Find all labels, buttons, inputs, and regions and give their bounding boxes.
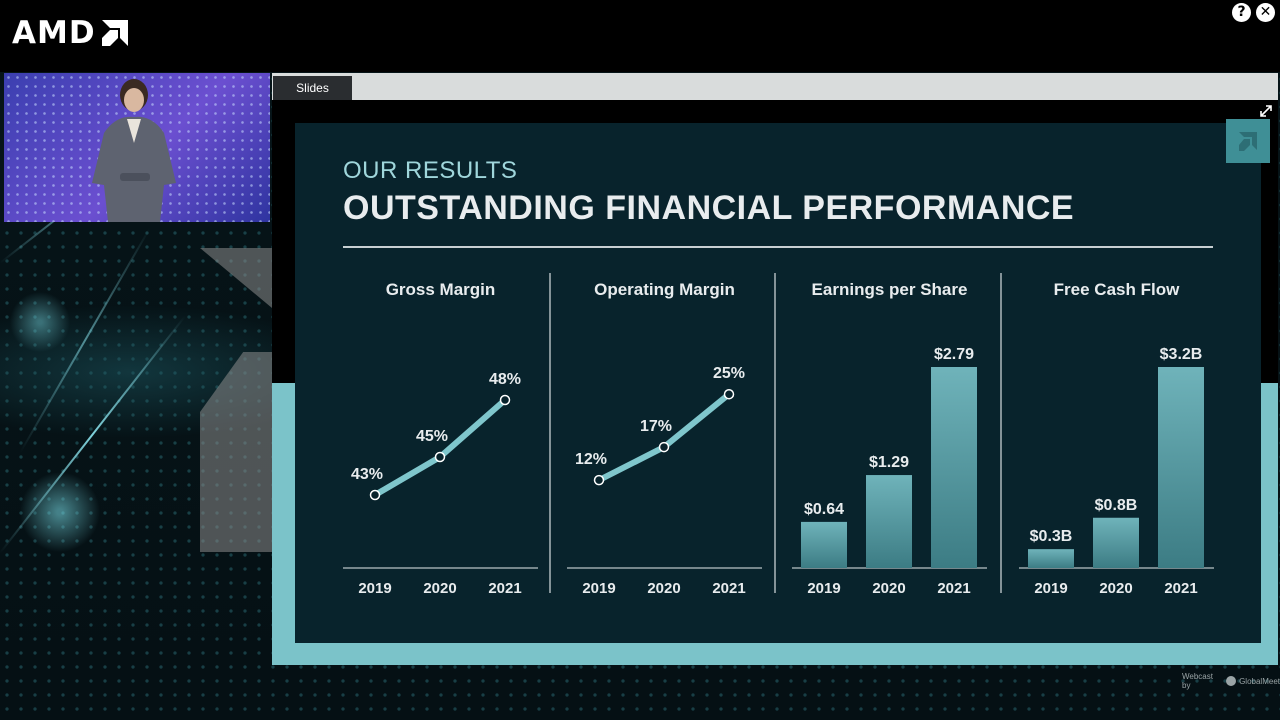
data-label: 25% (713, 365, 745, 382)
chart-title: Gross Margin (386, 280, 496, 299)
amd-logo: AMD (12, 15, 130, 51)
chart-title: Free Cash Flow (1054, 280, 1180, 299)
top-bar: AMD ? ✕ (0, 0, 1280, 72)
data-point (434, 451, 446, 463)
tick-label: 2021 (1164, 580, 1197, 597)
close-button[interactable]: ✕ (1256, 3, 1275, 22)
tick-label: 2020 (423, 580, 456, 597)
slides-tab-strip: Slides (272, 73, 1278, 100)
amd-slide-logo-icon (1226, 119, 1270, 163)
bar (1158, 367, 1204, 568)
tab-slides[interactable]: Slides (273, 76, 352, 100)
data-point (723, 388, 735, 400)
slide-title: OUTSTANDING FINANCIAL PERFORMANCE (343, 189, 1075, 227)
presentation-slide: OUR RESULTS OUTSTANDING FINANCIAL PERFOR… (295, 119, 1270, 643)
bar (801, 521, 847, 568)
data-label: $3.2B (1160, 346, 1203, 363)
webcast-footer: Webcast by GlobalMeet (1182, 672, 1280, 690)
series-line (596, 391, 732, 484)
series-line (372, 397, 508, 498)
data-label: 45% (416, 428, 448, 445)
chart-title: Operating Margin (594, 280, 735, 299)
data-point (499, 394, 511, 406)
amd-arrow-icon (101, 20, 128, 46)
tick-label: 2020 (647, 580, 680, 597)
bar (1093, 517, 1139, 568)
data-point (658, 441, 670, 453)
tick-label: 2020 (872, 580, 905, 597)
data-label: $2.79 (934, 346, 974, 363)
tick-label: 2019 (358, 580, 391, 597)
data-label: 48% (489, 371, 521, 388)
slides-panel: Slides OUR RESULTS OUTSTANDING FINANCIAL… (272, 73, 1278, 665)
tick-label: 2019 (807, 580, 840, 597)
tick-label: 2021 (937, 580, 970, 597)
help-button[interactable]: ? (1232, 3, 1251, 22)
tick-label: 2019 (582, 580, 615, 597)
data-point (593, 474, 605, 486)
tick-label: 2021 (712, 580, 745, 597)
bar (866, 475, 912, 568)
speaker-video (4, 73, 270, 222)
chart-title: Earnings per Share (812, 280, 968, 299)
data-label: 17% (640, 418, 672, 435)
charts-area: Gross Margin 2019 2020 2021 43% 45% 48% Operati… (343, 273, 1214, 597)
data-label: $0.8B (1095, 497, 1138, 514)
title-divider (343, 246, 1213, 248)
bar (1028, 549, 1074, 568)
speaker-figure (92, 79, 176, 222)
bar (931, 367, 977, 568)
globalmeet-icon (1226, 676, 1237, 686)
tick-label: 2021 (488, 580, 521, 597)
webcast-by-label: Webcast by (1182, 672, 1213, 690)
data-label: 12% (575, 451, 607, 468)
data-point (369, 489, 381, 501)
expand-icon[interactable] (1258, 103, 1274, 119)
data-label: $0.64 (804, 501, 844, 518)
tick-label: 2019 (1034, 580, 1067, 597)
slide-subtitle: OUR RESULTS (343, 157, 518, 184)
data-label: 43% (351, 466, 383, 483)
webcast-provider: GlobalMeet (1239, 676, 1280, 686)
data-label: $0.3B (1030, 528, 1073, 545)
data-label: $1.29 (869, 454, 909, 471)
tick-label: 2020 (1099, 580, 1132, 597)
brand-name: AMD (12, 15, 96, 51)
